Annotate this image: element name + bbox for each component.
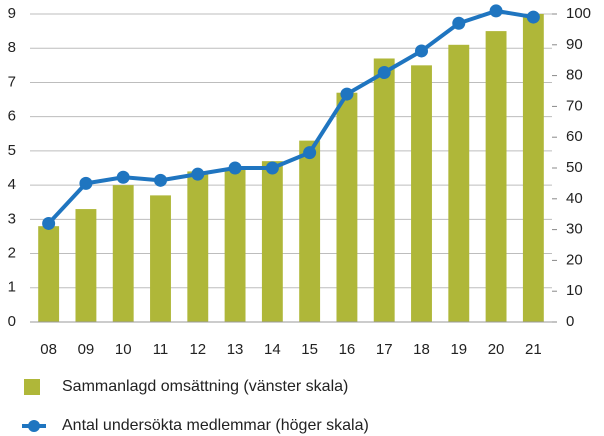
- line-point: [303, 146, 317, 160]
- y-tick-label: 4: [8, 176, 16, 193]
- x-tick-label: 20: [488, 341, 505, 358]
- line-point: [265, 161, 279, 175]
- bar: [75, 209, 97, 322]
- line-point: [526, 10, 540, 24]
- bar: [112, 185, 134, 322]
- line-point: [228, 161, 242, 175]
- bar: [411, 65, 432, 322]
- y-tick-label: 6: [8, 108, 16, 125]
- bar: [336, 92, 358, 322]
- y-tick-label: 0: [8, 313, 16, 330]
- y-tick-label: 3: [8, 210, 16, 227]
- y2-tick-label: 100: [566, 5, 591, 22]
- y-tick-label: 8: [8, 39, 16, 56]
- bar: [261, 161, 283, 322]
- y2-tick-label: 0: [566, 313, 574, 330]
- x-tick-label: 21: [525, 341, 542, 358]
- bar: [448, 44, 470, 323]
- x-tick-label: 15: [301, 341, 318, 358]
- legend-swatch: [28, 420, 40, 432]
- line-point: [154, 173, 167, 187]
- y2-tick-label: 90: [566, 36, 583, 53]
- line-point: [340, 87, 354, 101]
- bar: [187, 171, 209, 322]
- x-tick-label: 14: [264, 341, 281, 358]
- bar: [150, 195, 171, 322]
- y2-tick-label: 70: [566, 97, 583, 114]
- y-tick-label: 9: [8, 5, 16, 22]
- x-tick-label: 19: [450, 341, 467, 358]
- bar: [299, 140, 321, 322]
- y2-tick-label: 60: [566, 128, 583, 145]
- y-tick-label: 7: [8, 73, 16, 90]
- x-tick-label: 16: [339, 341, 356, 358]
- y2-tick-label: 30: [566, 221, 583, 238]
- y-tick-label: 1: [8, 279, 16, 296]
- line-point: [489, 4, 503, 18]
- x-tick-label: 08: [40, 341, 57, 358]
- legend-swatch: [24, 379, 40, 395]
- x-tick-label: 17: [376, 341, 393, 358]
- x-tick-label: 18: [413, 341, 430, 358]
- bar: [522, 14, 544, 322]
- bar: [485, 31, 507, 322]
- bar: [373, 58, 395, 322]
- line-point: [79, 176, 93, 190]
- x-tick-label: 10: [115, 341, 132, 358]
- legend-label: Antal undersökta medlemmar (höger skala): [62, 417, 369, 434]
- line-point: [377, 66, 391, 80]
- bar: [38, 226, 60, 322]
- y2-tick-label: 20: [566, 251, 583, 268]
- x-tick-label: 12: [189, 341, 206, 358]
- legend-label: Sammanlagd omsättning (vänster skala): [62, 378, 348, 395]
- x-tick-label: 11: [153, 341, 169, 358]
- line-point: [452, 16, 466, 30]
- line-point: [116, 170, 130, 184]
- line-point: [191, 167, 205, 181]
- x-tick-label: 09: [78, 341, 95, 358]
- y-tick-label: 5: [8, 142, 16, 159]
- y2-tick-label: 50: [566, 159, 583, 176]
- y2-tick-label: 80: [566, 67, 583, 84]
- y2-tick-label: 10: [566, 282, 583, 299]
- bar: [224, 168, 246, 322]
- x-tick-label: 13: [227, 341, 244, 358]
- y2-tick-label: 40: [566, 190, 583, 207]
- y-tick-label: 2: [8, 245, 16, 262]
- line-point: [42, 216, 56, 230]
- line-point: [415, 44, 428, 58]
